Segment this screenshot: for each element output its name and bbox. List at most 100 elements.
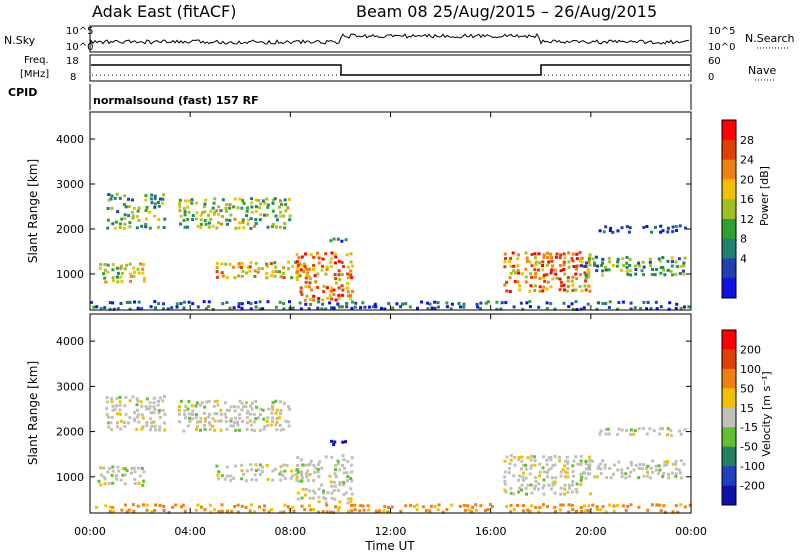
echo-cell bbox=[533, 284, 537, 288]
echo-cell bbox=[651, 459, 655, 463]
echo-cell bbox=[124, 205, 128, 209]
echo-cell bbox=[570, 490, 574, 494]
echo-cell bbox=[582, 306, 586, 310]
echo-cell bbox=[232, 306, 236, 310]
echo-cell bbox=[130, 471, 133, 475]
echo-cell bbox=[599, 467, 603, 471]
echo-cell bbox=[229, 417, 233, 421]
nsky-panel: N.Sky 10^5 10^0 10^5 10^0 N.Search bbox=[4, 25, 795, 53]
echo-cell bbox=[212, 404, 216, 408]
echo-cell bbox=[563, 256, 567, 260]
echo-cell bbox=[584, 459, 588, 463]
echo-cell bbox=[657, 464, 661, 468]
echo-cell bbox=[518, 486, 521, 490]
echo-cell bbox=[516, 280, 519, 284]
echo-cell bbox=[111, 481, 115, 485]
echo-cell bbox=[191, 413, 194, 416]
echo-cell bbox=[225, 276, 229, 279]
echo-cell bbox=[321, 491, 325, 495]
echo-cell bbox=[563, 487, 567, 491]
echo-cell bbox=[153, 300, 157, 304]
echo-cell bbox=[152, 420, 156, 424]
echo-cell bbox=[279, 199, 282, 203]
echo-cell bbox=[670, 256, 674, 260]
echo-cell bbox=[603, 463, 607, 467]
echo-cell bbox=[583, 284, 587, 288]
echo-cell bbox=[342, 471, 346, 475]
echo-cell bbox=[229, 478, 233, 482]
echo-cell bbox=[503, 459, 507, 463]
echo-cell bbox=[123, 482, 127, 486]
echo-cell bbox=[284, 419, 288, 423]
echo-cell bbox=[562, 301, 566, 305]
echo-cell bbox=[291, 474, 295, 478]
echo-cell bbox=[533, 268, 537, 272]
echo-cell bbox=[632, 468, 636, 472]
echo-cell bbox=[505, 289, 509, 293]
echo-cell bbox=[549, 458, 553, 462]
echo-cell bbox=[412, 505, 416, 508]
echo-cell bbox=[530, 454, 533, 458]
echo-cell bbox=[666, 230, 670, 234]
echo-cell bbox=[265, 271, 269, 275]
echo-cell bbox=[333, 261, 337, 265]
echo-cell bbox=[302, 270, 306, 274]
echo-cell bbox=[275, 408, 279, 412]
echo-cell bbox=[213, 508, 217, 512]
echo-cell bbox=[106, 415, 110, 419]
echo-cell bbox=[605, 476, 609, 479]
echo-cell bbox=[204, 198, 208, 202]
echo-cell bbox=[307, 307, 311, 311]
echo-cell bbox=[317, 463, 321, 466]
echo-cell bbox=[588, 467, 592, 471]
cpid-text: normalsound (fast) 157 RF bbox=[93, 94, 259, 107]
echo-cell bbox=[529, 458, 533, 462]
echo-cell bbox=[296, 270, 299, 274]
echo-cell bbox=[131, 395, 135, 399]
echo-cell bbox=[179, 222, 183, 226]
echo-cell bbox=[661, 265, 665, 269]
echo-cell bbox=[282, 463, 286, 467]
echo-cell bbox=[249, 260, 253, 264]
echo-cell bbox=[136, 306, 140, 310]
colorbar-segment bbox=[722, 139, 736, 161]
echo-cell bbox=[254, 469, 258, 472]
echo-cell bbox=[229, 419, 233, 423]
echo-cell bbox=[607, 256, 611, 260]
echo-cell bbox=[111, 276, 115, 280]
echo-cell bbox=[350, 492, 354, 496]
echo-cell bbox=[545, 273, 549, 277]
echo-cell bbox=[208, 412, 212, 416]
echo-cell bbox=[306, 479, 310, 483]
echo-cell bbox=[308, 473, 312, 477]
echo-cell bbox=[342, 483, 346, 487]
echo-cell bbox=[567, 305, 571, 309]
echo-cell bbox=[306, 271, 310, 275]
echo-cell bbox=[513, 463, 517, 467]
echo-cell bbox=[545, 263, 549, 267]
echo-cell bbox=[337, 305, 341, 309]
echo-cell bbox=[550, 259, 554, 263]
echo-cell bbox=[195, 425, 199, 428]
colorbar-tick-label: -200 bbox=[740, 480, 765, 493]
echo-cell bbox=[221, 274, 225, 278]
echo-cell bbox=[145, 397, 149, 401]
echo-cell bbox=[211, 224, 215, 228]
echo-cell bbox=[374, 509, 378, 513]
echo-cell bbox=[140, 427, 144, 431]
echo-cell bbox=[479, 301, 483, 305]
echo-cell bbox=[666, 433, 669, 437]
echo-cell bbox=[524, 280, 528, 284]
echo-cell bbox=[325, 265, 329, 269]
echo-cell bbox=[670, 471, 674, 475]
echo-cell bbox=[112, 510, 115, 514]
echo-cell bbox=[521, 475, 525, 479]
echo-cell bbox=[114, 220, 118, 224]
echo-cell bbox=[387, 302, 391, 306]
echo-cell bbox=[596, 466, 600, 470]
echo-cell bbox=[538, 474, 541, 478]
velocity-colorbar-label: Velocity [m s⁻¹] bbox=[760, 371, 773, 456]
echo-cell bbox=[661, 229, 665, 233]
echo-cell bbox=[566, 490, 570, 494]
echo-cell bbox=[137, 271, 141, 275]
